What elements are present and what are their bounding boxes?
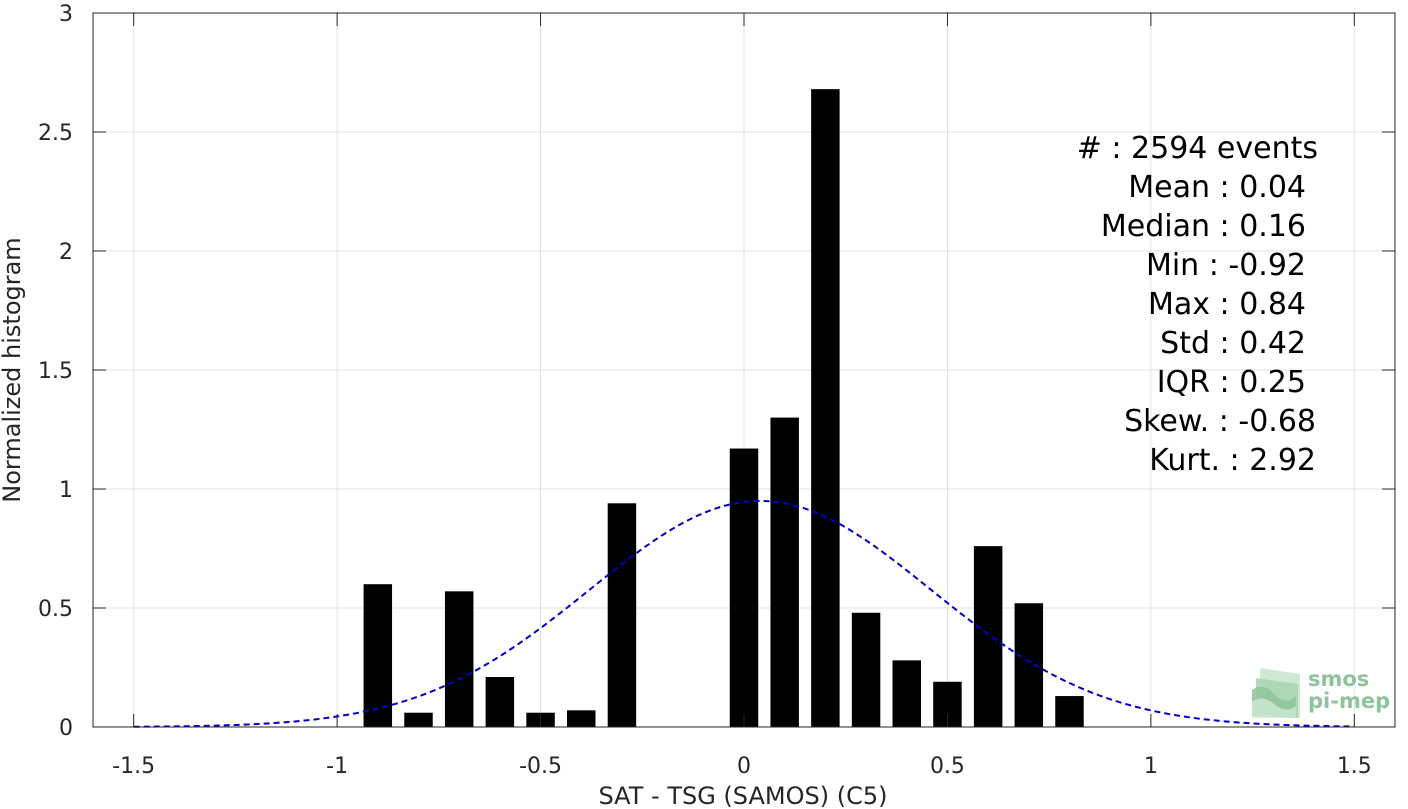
x-tick-label: 1 (1144, 754, 1158, 779)
histogram-bar (729, 448, 759, 727)
y-tick-label: 0 (59, 716, 73, 741)
y-tick-label: 2 (59, 240, 73, 265)
y-tick-label: 2.5 (38, 121, 73, 146)
histogram-bar (1055, 696, 1084, 727)
y-tick-label: 1.5 (38, 359, 73, 384)
histogram-bar (851, 612, 881, 727)
axis-ticks (93, 12, 1395, 728)
x-tick-label: -1.5 (112, 754, 155, 779)
stat-line: Mean : 0.04 (1128, 170, 1306, 205)
stat-line: Kurt. : 2.92 (1149, 443, 1316, 478)
stat-line: IQR : 0.25 (1157, 365, 1306, 400)
logo-line1: smos (1308, 667, 1369, 691)
histogram-bar (1014, 603, 1044, 727)
smos-pi-mep-logo: smos pi-mep (1252, 667, 1390, 718)
stat-line: Min : -0.92 (1146, 248, 1306, 283)
x-tick-label: 0 (737, 754, 751, 779)
x-tick-label: 1.5 (1337, 754, 1372, 779)
x-axis-label: SAT - TSG (SAMOS) (C5) (599, 782, 888, 809)
histogram-bar (567, 710, 596, 727)
histogram-bar (363, 584, 393, 727)
wave-logo-icon (1252, 668, 1300, 718)
stat-line: Std : 0.42 (1160, 326, 1306, 361)
histogram-bar (811, 89, 840, 727)
histogram-bar (607, 503, 637, 727)
histogram-bars (363, 89, 1084, 727)
histogram-bar (444, 591, 474, 727)
y-tick-label: 0.5 (38, 597, 73, 622)
histogram-bar (770, 417, 799, 727)
stat-line: # : 2594 events (1077, 131, 1318, 166)
histogram-bar (404, 712, 433, 727)
histogram-bar (892, 660, 921, 727)
histogram-bar (973, 546, 1003, 727)
x-tick-label: 0.5 (930, 754, 965, 779)
x-tick-label: -0.5 (519, 754, 562, 779)
y-tick-labels: 0 0.5 1 1.5 2 2.5 3 (38, 2, 73, 741)
histogram-bar (485, 677, 515, 727)
y-tick-label: 3 (59, 2, 73, 27)
logo-line2: pi-mep (1308, 689, 1390, 713)
y-axis-label: Normalized histogram (0, 237, 26, 502)
stat-line: Max : 0.84 (1148, 287, 1306, 322)
stat-line: Skew. : -0.68 (1124, 404, 1316, 439)
x-tick-labels: -1.5 -1 -0.5 0 0.5 1 1.5 (112, 754, 1372, 779)
y-tick-label: 1 (59, 478, 73, 503)
x-tick-label: -1 (326, 754, 348, 779)
statistics-box: # : 2594 events Mean : 0.04 Median : 0.16 M… (1077, 131, 1318, 478)
stat-line: Median : 0.16 (1101, 209, 1306, 244)
